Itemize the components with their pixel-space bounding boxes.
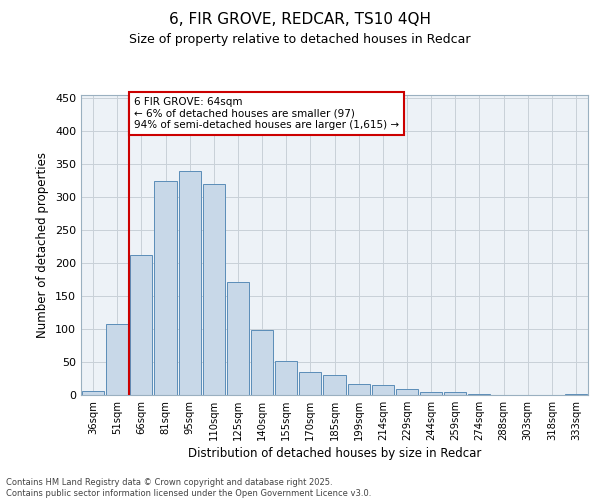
Bar xyxy=(227,282,249,395)
Bar xyxy=(82,391,104,395)
Bar xyxy=(396,389,418,395)
Text: 6, FIR GROVE, REDCAR, TS10 4QH: 6, FIR GROVE, REDCAR, TS10 4QH xyxy=(169,12,431,28)
Bar xyxy=(347,384,370,395)
Text: Size of property relative to detached houses in Redcar: Size of property relative to detached ho… xyxy=(129,32,471,46)
Bar xyxy=(275,362,298,395)
Text: Contains HM Land Registry data © Crown copyright and database right 2025.
Contai: Contains HM Land Registry data © Crown c… xyxy=(6,478,371,498)
Bar xyxy=(420,392,442,395)
Bar xyxy=(154,180,176,395)
Bar xyxy=(179,171,201,395)
Bar xyxy=(444,392,466,395)
Bar xyxy=(251,330,273,395)
Y-axis label: Number of detached properties: Number of detached properties xyxy=(37,152,49,338)
Bar xyxy=(203,184,225,395)
Bar xyxy=(299,372,322,395)
Bar xyxy=(468,394,490,395)
Text: 6 FIR GROVE: 64sqm
← 6% of detached houses are smaller (97)
94% of semi-detached: 6 FIR GROVE: 64sqm ← 6% of detached hous… xyxy=(134,97,399,130)
Bar xyxy=(106,324,128,395)
Bar xyxy=(565,394,587,395)
Bar xyxy=(130,255,152,395)
Bar xyxy=(323,375,346,395)
X-axis label: Distribution of detached houses by size in Redcar: Distribution of detached houses by size … xyxy=(188,447,481,460)
Bar xyxy=(371,385,394,395)
